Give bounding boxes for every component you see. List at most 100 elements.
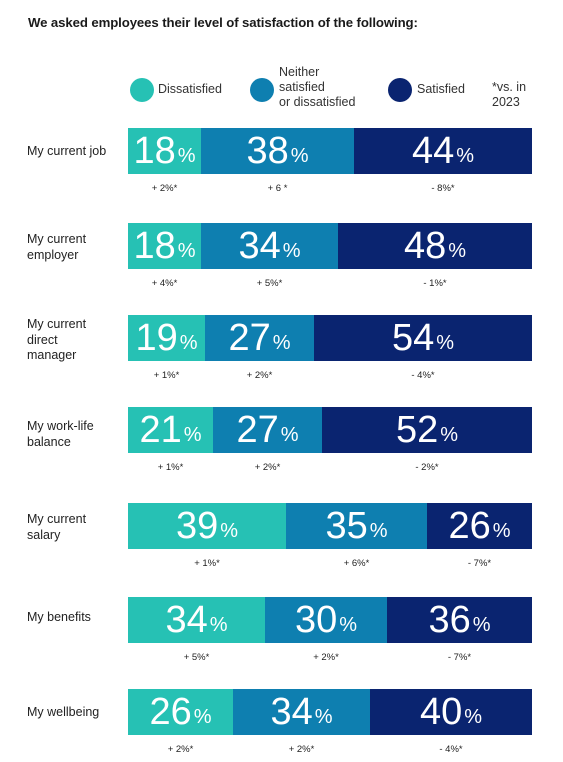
change-label: + 2%* [167,744,194,755]
bar-segment: 19% [128,315,205,361]
bar-value: 34 [165,599,208,641]
legend-label-line: Neither [279,65,320,79]
bar-value-suffix: % [472,614,491,636]
change-label: - 8%* [431,183,455,194]
bar-value-suffix: % [492,520,511,542]
comparison-note: *vs. in 2023 [492,80,526,110]
legend-label-line: Satisfied [417,82,465,96]
comparison-note-line: *vs. in [492,80,527,94]
change-label: + 6 * [267,183,288,194]
bar-value-suffix: % [339,614,358,636]
bar-value-suffix: % [448,240,467,262]
row-label-line: My work-life [27,419,94,433]
bar-segment: 18% [128,128,201,174]
bar-value: 34 [270,691,313,733]
bar-value: 52 [395,409,439,451]
bar-segment: 36% [387,597,532,643]
legend-swatch-1 [130,78,154,102]
change-label: + 1%* [157,462,184,473]
change-label: + 1%* [194,558,220,569]
row-label-line: employer [27,247,79,262]
bar-segment: 27% [213,407,322,453]
change-label: + 2%* [288,744,315,755]
bar-segment: 30% [265,597,387,643]
bar-value-suffix: % [209,614,228,636]
bar-value: 26 [448,505,491,547]
bar-value: 39 [175,505,219,547]
bar-value-suffix: % [369,520,388,542]
bar-value-suffix: % [456,145,475,167]
bar-value-suffix: % [436,332,455,354]
row-label: My current job [27,144,122,160]
row-label: My wellbeing [27,705,122,721]
bar-value-suffix: % [464,706,483,728]
bar-segment: 52% [322,407,532,453]
row-label-line: My benefits [27,610,91,624]
legend-swatch-2 [250,78,274,102]
legend-label-line: or dissatisfied [279,95,356,109]
comparison-note-line: 2023 [492,95,520,109]
bar-segment: 44% [354,128,532,174]
legend-label-line: satisfied [279,80,325,94]
row-label-line: My current [27,317,87,331]
bar-value-suffix: % [290,145,309,167]
legend-swatch-3 [388,78,412,102]
chart-title: We asked employees their level of satisf… [28,15,418,30]
row-label-line: salary [27,527,61,542]
legend-label-1: Dissatisfied [158,82,222,97]
row-label: My benefits [27,610,122,626]
row-label-line: My current [27,232,87,246]
bar-value: 36 [428,599,471,641]
bar-value: 54 [391,317,435,359]
legend-label-line: Dissatisfied [158,82,222,96]
legend-label-2: Neither satisfied or dissatisfied [279,65,355,110]
bar-segment: 35% [286,503,427,549]
bar-segment: 34% [233,689,370,735]
bar-segment: 34% [201,223,338,269]
bar-segment: 18% [128,223,201,269]
bar-value-suffix: % [183,424,202,446]
bar-value: 44 [411,130,455,172]
bar-value: 34 [238,225,281,267]
bar-value-suffix: % [440,424,459,446]
bar-segment: 54% [314,315,532,361]
change-label: + 2%* [313,652,339,663]
bar-segment: 34% [128,597,265,643]
bar-value: 35 [325,505,368,547]
bar-value: 38 [246,130,289,172]
bar-segment: 27% [205,315,314,361]
change-label: - 4%* [439,744,463,755]
bar-value: 27 [236,409,279,451]
row-label: My current employer [27,232,122,263]
bar-segment: 26% [128,689,233,735]
row-label-line: My wellbeing [27,705,100,719]
change-label: + 6%* [343,558,370,569]
row-label-line: balance [27,434,71,449]
bar-value: 26 [149,691,192,733]
bar-value-suffix: % [177,145,196,167]
bar-segment: 38% [201,128,354,174]
bar-segment: 21% [128,407,213,453]
change-label: - 1%* [423,278,447,289]
bar-value-suffix: % [314,706,333,728]
bar-segment: 39% [128,503,286,549]
bar-value: 40 [419,691,463,733]
bar-value-suffix: % [280,424,299,446]
change-label: + 1%* [153,370,180,381]
bar-value: 27 [228,317,271,359]
bar-value-suffix: % [272,332,291,354]
bar-value: 18 [133,225,176,267]
bar-segment: 40% [370,689,532,735]
row-label-line: My current [27,512,87,526]
change-label: - 2%* [415,462,439,473]
change-label: + 2%* [246,370,273,381]
change-label: + 5%* [183,652,210,663]
change-label: - 4%* [411,370,435,381]
row-label-line: direct [27,332,58,347]
bar-value-suffix: % [220,520,239,542]
change-label: + 2%* [254,462,281,473]
row-label-line: manager [27,348,77,362]
row-label: My current direct manager [27,317,122,364]
bar-value-suffix: % [177,240,196,262]
bar-value-suffix: % [282,240,301,262]
